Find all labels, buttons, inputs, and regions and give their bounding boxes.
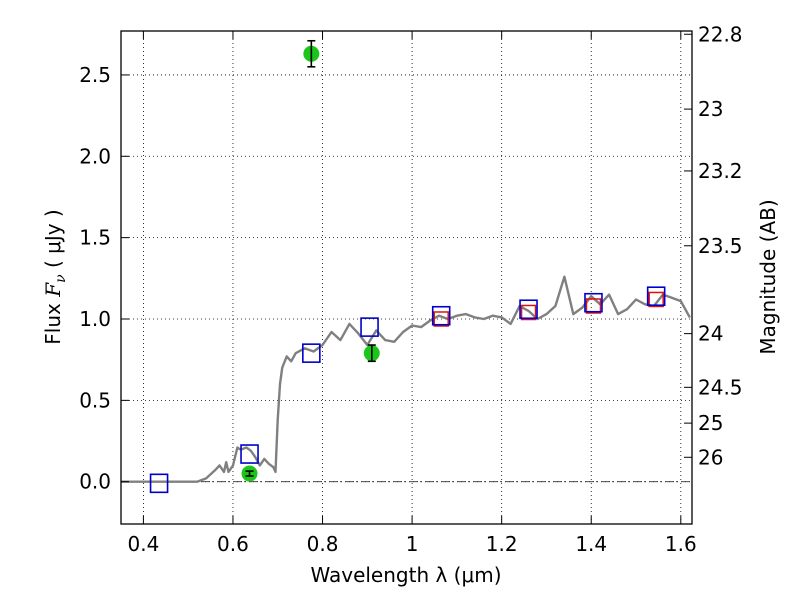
y-right-tick-label: 25 <box>698 411 723 435</box>
red-photometry-box <box>648 291 664 308</box>
blue-photometry-box <box>646 286 666 307</box>
x-axis: 0.4 0.6 0.8 1 1.2 1.4 1.6 <box>127 31 697 556</box>
red-photometry-box <box>585 298 602 314</box>
y-right-tick-label: 23.5 <box>698 234 743 258</box>
x-tick-label: 0.4 <box>127 532 159 556</box>
y-right-tick-label: 22.8 <box>698 22 743 46</box>
x-tick-label: 0.6 <box>217 532 249 556</box>
photometry-boxes <box>149 286 666 494</box>
x-tick-label: 1.2 <box>486 532 518 556</box>
x-tick-label: 1 <box>406 532 419 556</box>
y-right-tick-label: 24.5 <box>698 375 743 399</box>
y-right-tick-label: 26 <box>698 445 723 469</box>
y-tick-label: 2.5 <box>79 63 111 87</box>
y-right-tick-label: 24 <box>698 322 723 346</box>
blue-photometry-box <box>302 343 321 363</box>
blue-photometry-box <box>519 299 538 320</box>
y-tick-label: 0.5 <box>79 388 111 412</box>
red-photometry-box <box>433 311 449 327</box>
red-photometry-box <box>520 304 537 321</box>
blue-photometry-box <box>431 305 451 326</box>
y-axis-label: Flux Fν ( μJy ) <box>41 209 69 344</box>
y-right-tick-label: 23.2 <box>698 159 743 183</box>
x-tick-label: 1.4 <box>575 532 607 556</box>
x-axis-label: Wavelength λ (μm) <box>310 563 501 587</box>
blue-photometry-box <box>149 473 169 494</box>
grid-lines <box>121 31 692 524</box>
x-tick-label: 1.6 <box>665 532 697 556</box>
y-axis-right-label: Magnitude (AB) <box>756 199 780 354</box>
observed-points <box>241 39 380 482</box>
y-tick-label: 2.0 <box>79 144 111 168</box>
plot-frame <box>120 30 693 525</box>
model-spectrum <box>121 275 691 483</box>
x-tick-label: 0.8 <box>307 532 339 556</box>
y-tick-label: 1.5 <box>79 226 111 250</box>
y-right-tick-label: 23 <box>698 97 723 121</box>
blue-photometry-box <box>360 317 379 337</box>
y-axis-right: 22.8 23 23.2 23.5 24 24.5 25 26 <box>684 22 743 469</box>
blue-photometry-box <box>240 444 259 464</box>
model-spectrum-line <box>121 275 691 483</box>
y-tick-label: 1.0 <box>79 307 111 331</box>
y-tick-label: 0.0 <box>79 470 111 494</box>
blue-photometry-box <box>584 292 603 313</box>
y-axis: 0.0 0.5 1.0 1.5 2.0 2.5 <box>79 63 129 494</box>
